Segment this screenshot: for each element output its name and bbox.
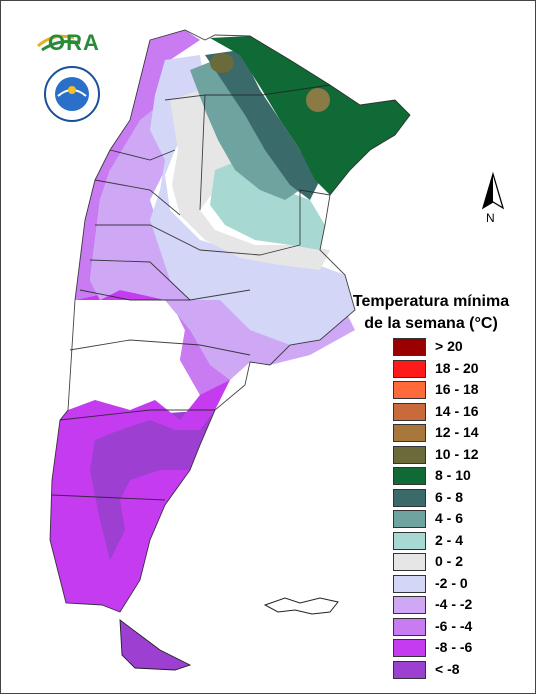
region-6-8 — [205, 50, 320, 200]
legend-label: < -8 — [435, 660, 460, 677]
islas-malvinas — [263, 597, 339, 615]
legend-swatch — [393, 639, 426, 657]
legend-label: 4 - 6 — [435, 510, 464, 526]
legend-swatch — [393, 424, 426, 442]
legend-swatch — [393, 660, 426, 679]
province-borders — [49, 29, 411, 613]
legend-label: -4 - -2 — [435, 596, 473, 612]
legend-swatch — [393, 467, 426, 485]
legend-swatch — [393, 445, 426, 464]
legend-label: 0 - 2 — [435, 553, 464, 569]
legend-swatch — [393, 553, 426, 571]
region-2-4 — [210, 160, 325, 250]
ora-logo-text: ORA — [48, 30, 100, 55]
legend-label: -8 - -6 — [435, 639, 473, 655]
tierra-del-fuego — [119, 619, 192, 671]
legend-title-line1: Temperatura mínima — [352, 293, 510, 310]
legend-swatch — [393, 359, 426, 378]
legend-label: 6 - 8 — [435, 488, 464, 505]
legend-swatch — [393, 488, 426, 507]
legend-label: 18 - 20 — [435, 359, 479, 376]
legend-swatch — [393, 338, 426, 356]
north-arrow-icon — [481, 172, 505, 210]
legend-swatch — [393, 510, 426, 528]
legend-title-line2: de la semana (°C) — [364, 315, 498, 332]
region-10-12-east — [306, 88, 330, 112]
legend-swatch — [393, 596, 426, 614]
region-10-12-west — [210, 53, 234, 73]
legend-label: > 20 — [435, 338, 463, 354]
legend-label: -2 - 0 — [435, 574, 468, 591]
legend-swatch — [393, 402, 426, 421]
legend-label: 14 - 16 — [435, 402, 479, 419]
legend-swatch — [393, 617, 426, 636]
smn-seal-icon — [44, 66, 100, 122]
legend-label: 8 - 10 — [435, 467, 471, 483]
north-label: N — [486, 211, 495, 225]
legend-swatch — [393, 531, 426, 550]
legend-swatch — [393, 574, 426, 593]
legend-label: 12 - 14 — [435, 424, 479, 440]
legend-label: 2 - 4 — [435, 531, 464, 548]
region-8-10 — [210, 36, 410, 195]
legend-label: 10 - 12 — [435, 445, 479, 462]
legend-label: 16 - 18 — [435, 381, 479, 397]
region-minus2-0 — [150, 55, 355, 345]
legend-label: -6 - -4 — [435, 617, 473, 634]
region-0-2 — [170, 90, 330, 270]
legend-swatch — [393, 381, 426, 399]
ora-logo-icon — [37, 34, 81, 52]
region-minus8-minus6 — [50, 290, 230, 612]
legend-title: Temperatura mínima de la semana (°C) — [336, 291, 526, 335]
